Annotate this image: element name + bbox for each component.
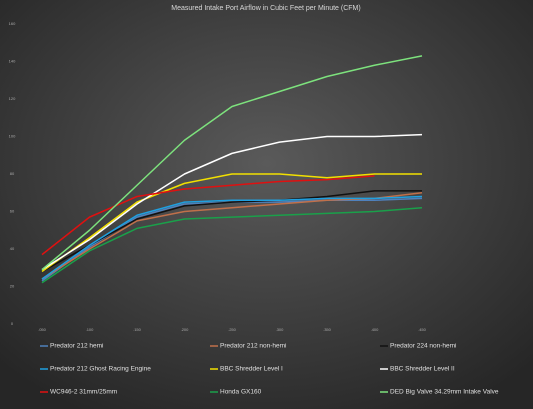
x-tick-label: .200 [181, 327, 190, 332]
y-tick-label: 160 [9, 21, 16, 26]
legend-label: Predator 212 Ghost Racing Engine [50, 366, 151, 373]
legend-label: DED Big Valve 34.29mm Intake Valve [390, 389, 499, 396]
legend-label: BBC Shredder Level I [220, 366, 283, 373]
y-tick-label: 100 [9, 134, 16, 139]
legend-label: Predator 212 hemi [50, 343, 103, 350]
x-tick-label: .050 [38, 327, 47, 332]
y-tick-label: 120 [9, 96, 16, 101]
x-tick-label: .450 [418, 327, 427, 332]
series-line [41, 133, 423, 271]
series-line [41, 190, 422, 273]
chart-title: Measured Intake Port Airflow in Cubic Fe… [171, 5, 360, 12]
series-line [41, 173, 422, 273]
series-line [41, 207, 423, 284]
legend-label: Honda GX160 [220, 389, 262, 396]
series-line [41, 55, 423, 271]
y-tick-label: 60 [10, 209, 15, 214]
y-tick-label: 20 [10, 284, 15, 289]
x-tick-label: .150 [133, 327, 142, 332]
legend-label: BBC Shredder Level II [390, 366, 455, 373]
y-tick-label: 80 [10, 171, 15, 176]
x-tick-label: .400 [371, 327, 380, 332]
series-line [41, 175, 375, 256]
legend-label: Predator 224 non-hemi [390, 343, 457, 350]
legend-label: WC946-2 31mm/25mm [50, 389, 117, 396]
series-line [41, 195, 423, 280]
x-tick-label: .250 [228, 327, 237, 332]
x-tick-label: .350 [323, 327, 332, 332]
x-tick-label: .300 [276, 327, 285, 332]
y-tick-label: 0 [11, 321, 14, 326]
x-tick-label: .100 [86, 327, 95, 332]
legend-label: Predator 212 non-hemi [220, 343, 287, 350]
y-tick-label: 40 [10, 246, 15, 251]
y-tick-label: 140 [9, 59, 16, 64]
